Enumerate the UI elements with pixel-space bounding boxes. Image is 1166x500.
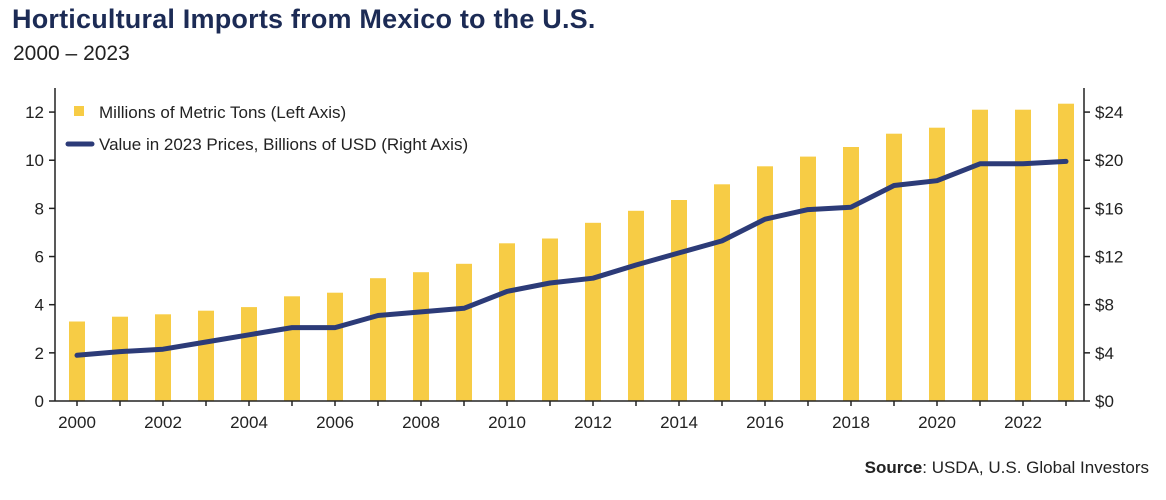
left-tick-label: 6: [35, 248, 44, 267]
bar-2008: [413, 272, 429, 401]
bar-2015: [714, 184, 730, 401]
right-tick-label: $8: [1095, 296, 1114, 315]
x-tick-label: 2022: [1004, 413, 1042, 432]
legend-label-bars: Millions of Metric Tons (Left Axis): [99, 103, 346, 122]
bar-2012: [585, 222, 601, 401]
bar-2014: [671, 200, 687, 401]
right-tick-label: $24: [1095, 103, 1123, 122]
chart-title: Horticultural Imports from Mexico to the…: [12, 4, 596, 34]
bar-2011: [542, 238, 558, 401]
left-tick-label: 4: [35, 296, 44, 315]
source-label: Source: [864, 458, 923, 477]
legend-label-line: Value in 2023 Prices, Billions of USD (R…: [99, 135, 468, 154]
bar-2001: [112, 316, 128, 401]
bar-2007: [370, 278, 386, 401]
x-tick-label: 2006: [316, 413, 354, 432]
left-tick-label: 2: [35, 344, 44, 363]
x-tick-label: 2014: [660, 413, 698, 432]
right-tick-label: $12: [1095, 248, 1123, 267]
x-tick-label: 2020: [918, 413, 956, 432]
bar-2004: [241, 307, 257, 401]
right-tick-label: $0: [1095, 392, 1114, 411]
source-text: : USDA, U.S. Global Investors: [922, 458, 1149, 477]
bar-2017: [800, 156, 816, 401]
left-tick-label: 8: [35, 199, 44, 218]
value-line: [74, 158, 1069, 358]
x-tick-label: 2018: [832, 413, 870, 432]
bar-2009: [456, 263, 472, 401]
right-tick-label: $4: [1095, 344, 1114, 363]
bar-2016: [757, 166, 773, 402]
chart-subtitle: 2000 – 2023: [13, 42, 130, 65]
bar-2006: [327, 292, 343, 401]
x-tick-label: 2012: [574, 413, 612, 432]
x-tick-label: 2002: [144, 413, 182, 432]
x-tick-label: 2008: [402, 413, 440, 432]
bar-2013: [628, 210, 644, 401]
bar-2000: [69, 321, 85, 401]
left-tick-label: 0: [35, 392, 44, 411]
left-tick-label: 12: [25, 103, 44, 122]
right-tick-label: $16: [1095, 199, 1123, 218]
bar-2005: [284, 296, 300, 401]
x-tick-label: 2004: [230, 413, 268, 432]
source-note: Source: USDA, U.S. Global Investors: [865, 458, 1149, 478]
bar-2023: [1058, 103, 1074, 401]
bar-2002: [155, 314, 171, 401]
bar-2019: [886, 133, 902, 401]
x-tick-label: 2000: [58, 413, 96, 432]
bar-2003: [198, 310, 214, 401]
right-tick-label: $20: [1095, 151, 1123, 170]
bar-2020: [929, 127, 945, 401]
chart-legend: Millions of Metric Tons (Left Axis) Valu…: [65, 103, 468, 154]
bar-series: [69, 103, 1074, 402]
legend-swatch-bars: [74, 106, 84, 116]
left-tick-label: 10: [25, 151, 44, 170]
x-tick-label: 2016: [746, 413, 784, 432]
line-series: [74, 158, 1069, 358]
bar-2018: [843, 147, 859, 401]
bar-2022: [1015, 109, 1031, 401]
x-tick-label: 2010: [488, 413, 526, 432]
chart-axes: 0 2 4 6 8 10 12 $0 $4 $8 $12 $16 $20 $24 2000 2002 2004 2…: [25, 88, 1123, 432]
bar-2021: [972, 109, 988, 401]
bar-2010: [499, 243, 515, 401]
